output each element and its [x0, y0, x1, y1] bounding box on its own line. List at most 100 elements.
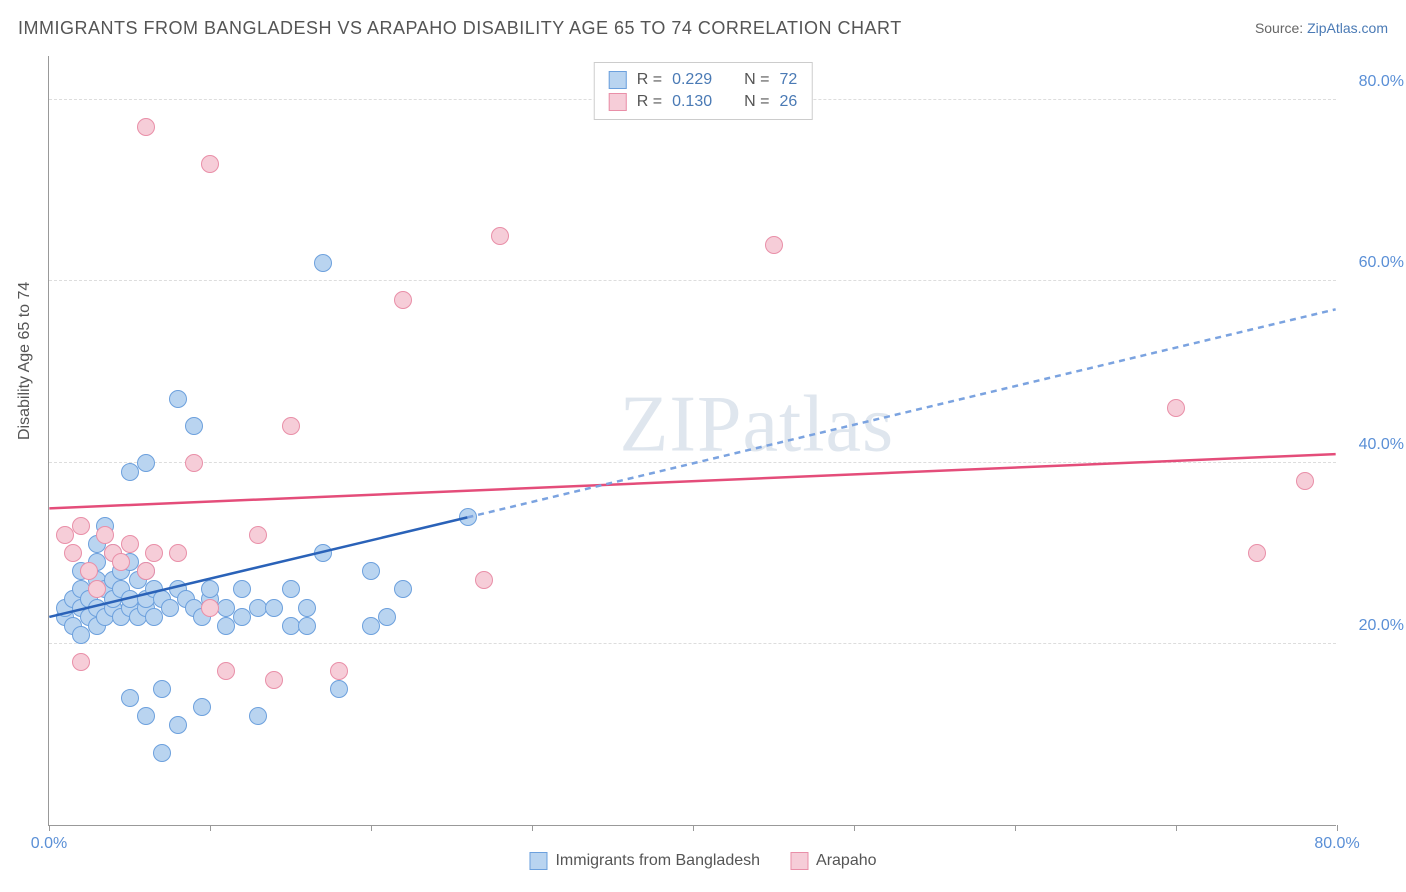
legend-item: Immigrants from Bangladesh	[529, 852, 760, 870]
data-point	[249, 707, 267, 725]
x-tick-mark	[371, 825, 372, 831]
x-tick-mark	[1015, 825, 1016, 831]
watermark-atlas: atlas	[743, 381, 895, 469]
source-link[interactable]: ZipAtlas.com	[1307, 20, 1388, 36]
data-point	[72, 626, 90, 644]
source-label: Source:	[1255, 20, 1307, 36]
data-point	[72, 517, 90, 535]
data-point	[193, 698, 211, 716]
data-point	[233, 580, 251, 598]
legend-n-label: N =	[744, 93, 769, 111]
data-point	[491, 227, 509, 245]
legend-stats: R = 0.229 N = 72 R = 0.130 N = 26	[594, 62, 813, 120]
legend-stats-row: R = 0.130 N = 26	[609, 91, 798, 113]
x-tick-mark	[854, 825, 855, 831]
data-point	[282, 417, 300, 435]
data-point	[145, 544, 163, 562]
data-point	[137, 707, 155, 725]
data-point	[217, 617, 235, 635]
data-point	[362, 562, 380, 580]
data-point	[56, 526, 74, 544]
data-point	[185, 454, 203, 472]
data-point	[298, 599, 316, 617]
legend-swatch	[529, 852, 547, 870]
data-point	[137, 118, 155, 136]
y-tick-label: 80.0%	[1359, 73, 1404, 91]
data-point	[169, 390, 187, 408]
x-tick-mark	[1337, 825, 1338, 831]
data-point	[169, 544, 187, 562]
data-point	[153, 680, 171, 698]
watermark: ZIPatlas	[620, 380, 895, 471]
data-point	[298, 617, 316, 635]
data-point	[265, 671, 283, 689]
source-attribution: Source: ZipAtlas.com	[1255, 20, 1388, 36]
legend-series: Immigrants from Bangladesh Arapaho	[529, 852, 876, 870]
data-point	[378, 608, 396, 626]
data-point	[137, 454, 155, 472]
x-tick-mark	[210, 825, 211, 831]
data-point	[145, 608, 163, 626]
legend-series-label: Immigrants from Bangladesh	[555, 852, 760, 870]
legend-stats-row: R = 0.229 N = 72	[609, 69, 798, 91]
y-tick-label: 60.0%	[1359, 254, 1404, 272]
y-tick-label: 40.0%	[1359, 436, 1404, 454]
data-point	[394, 291, 412, 309]
legend-r-value: 0.229	[672, 71, 712, 89]
data-point	[185, 417, 203, 435]
data-point	[330, 662, 348, 680]
x-tick-mark	[693, 825, 694, 831]
data-point	[1167, 399, 1185, 417]
y-axis-label: Disability Age 65 to 74	[16, 282, 34, 440]
data-point	[394, 580, 412, 598]
x-tick-mark	[532, 825, 533, 831]
data-point	[330, 680, 348, 698]
data-point	[153, 744, 171, 762]
x-tick-mark	[1176, 825, 1177, 831]
data-point	[459, 508, 477, 526]
legend-r-label: R =	[637, 71, 662, 89]
trend-lines-layer	[49, 56, 1336, 825]
data-point	[362, 617, 380, 635]
y-tick-label: 20.0%	[1359, 617, 1404, 635]
data-point	[314, 254, 332, 272]
data-point	[64, 544, 82, 562]
scatter-chart: ZIPatlas 20.0%40.0%60.0%80.0%0.0%80.0%	[48, 56, 1336, 826]
x-tick-label: 80.0%	[1314, 835, 1359, 853]
data-point	[161, 599, 179, 617]
data-point	[72, 653, 90, 671]
data-point	[282, 580, 300, 598]
data-point	[96, 526, 114, 544]
data-point	[265, 599, 283, 617]
data-point	[249, 526, 267, 544]
data-point	[88, 580, 106, 598]
data-point	[475, 571, 493, 589]
legend-swatch	[609, 71, 627, 89]
legend-r-value: 0.130	[672, 93, 712, 111]
legend-item: Arapaho	[790, 852, 877, 870]
data-point	[121, 689, 139, 707]
data-point	[1296, 472, 1314, 490]
grid-line	[49, 462, 1336, 463]
data-point	[765, 236, 783, 254]
data-point	[80, 562, 98, 580]
legend-series-label: Arapaho	[816, 852, 877, 870]
legend-r-label: R =	[637, 93, 662, 111]
data-point	[112, 553, 130, 571]
data-point	[1248, 544, 1266, 562]
data-point	[314, 544, 332, 562]
legend-n-label: N =	[744, 71, 769, 89]
data-point	[121, 463, 139, 481]
data-point	[201, 580, 219, 598]
chart-title: IMMIGRANTS FROM BANGLADESH VS ARAPAHO DI…	[18, 18, 902, 39]
x-tick-mark	[49, 825, 50, 831]
watermark-zip: ZIP	[620, 381, 743, 469]
data-point	[137, 562, 155, 580]
legend-swatch	[790, 852, 808, 870]
data-point	[169, 716, 187, 734]
data-point	[217, 662, 235, 680]
data-point	[233, 608, 251, 626]
data-point	[121, 535, 139, 553]
grid-line	[49, 643, 1336, 644]
legend-n-value: 26	[779, 93, 797, 111]
